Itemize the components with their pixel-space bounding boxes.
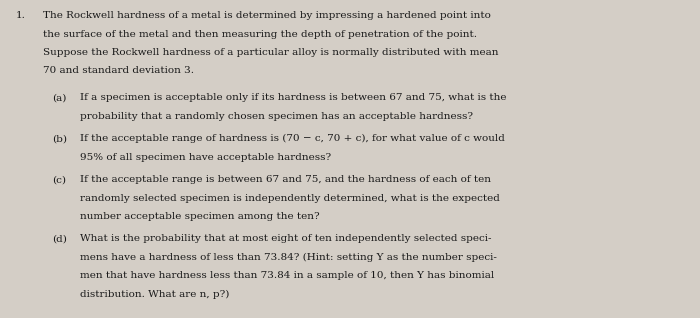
Text: number acceptable specimen among the ten?: number acceptable specimen among the ten… — [80, 212, 320, 221]
Text: mens have a hardness of less than 73.84? (Hint: setting Y as the number speci-: mens have a hardness of less than 73.84?… — [80, 253, 498, 262]
Text: distribution. What are n, p?): distribution. What are n, p?) — [80, 290, 230, 299]
Text: (c): (c) — [52, 175, 66, 184]
Text: randomly selected specimen is independently determined, what is the expected: randomly selected specimen is independen… — [80, 194, 500, 203]
Text: 70 and standard deviation 3.: 70 and standard deviation 3. — [43, 66, 195, 75]
Text: the surface of the metal and then measuring the depth of penetration of the poin: the surface of the metal and then measur… — [43, 30, 477, 38]
Text: The Rockwell hardness of a metal is determined by impressing a hardened point in: The Rockwell hardness of a metal is dete… — [43, 11, 491, 20]
Text: If the acceptable range of hardness is (70 − c, 70 + c), for what value of c wou: If the acceptable range of hardness is (… — [80, 134, 505, 143]
Text: If the acceptable range is between 67 and 75, and the hardness of each of ten: If the acceptable range is between 67 an… — [80, 175, 491, 184]
Text: Suppose the Rockwell hardness of a particular alloy is normally distributed with: Suppose the Rockwell hardness of a parti… — [43, 48, 499, 57]
Text: 95% of all specimen have acceptable hardness?: 95% of all specimen have acceptable hard… — [80, 153, 332, 162]
Text: What is the probability that at most eight of ten independently selected speci-: What is the probability that at most eig… — [80, 234, 492, 244]
Text: (d): (d) — [52, 234, 67, 244]
Text: men that have hardness less than 73.84 in a sample of 10, then Y has binomial: men that have hardness less than 73.84 i… — [80, 271, 495, 280]
Text: (a): (a) — [52, 93, 67, 102]
Text: probability that a randomly chosen specimen has an acceptable hardness?: probability that a randomly chosen speci… — [80, 112, 473, 121]
Text: (b): (b) — [52, 134, 67, 143]
Text: If a specimen is acceptable only if its hardness is between 67 and 75, what is t: If a specimen is acceptable only if its … — [80, 93, 507, 102]
Text: 1.: 1. — [15, 11, 25, 20]
